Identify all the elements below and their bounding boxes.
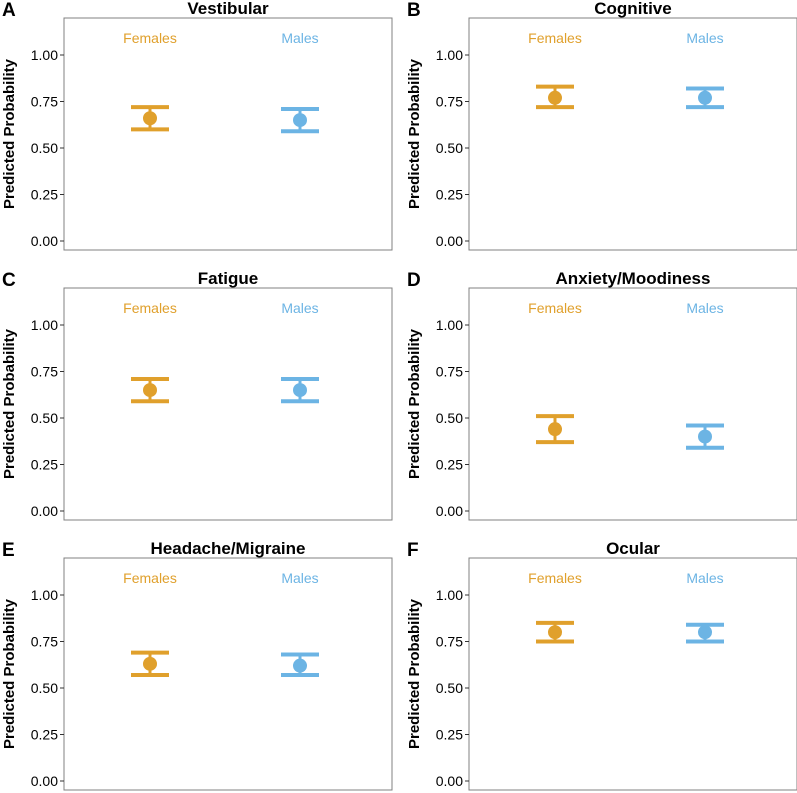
y-axis-label: Predicted Probability [1,598,18,749]
point-estimate [698,90,712,105]
panel-d: D Anxiety/Moodiness 0.00 0.25 0.50 0.75 1.00 Pr… [406,269,797,521]
panel-title: Cognitive [594,0,671,18]
plot-frame [468,17,797,251]
y-tick-label: 0.75 [436,94,463,110]
point-estimate [143,383,157,398]
point-estimate [293,658,307,673]
group-label-males: Males [281,570,318,586]
y-tick-label: 0.50 [31,140,58,156]
plot-frame [63,17,393,251]
panel-f: F Ocular 0.00 0.25 0.50 0.75 1.00 Predicted Pro… [406,539,797,791]
y-tick-label: 0.25 [436,187,463,203]
series-females [536,84,574,110]
plot-frame [468,557,797,791]
panel-title: Headache/Migraine [151,539,306,558]
series-females [131,105,169,132]
y-axis-label: Predicted Probability [406,328,423,479]
y-tick-label: 0.00 [31,503,58,519]
y-tick-label: 0.50 [436,680,463,696]
y-tick-label: 1.00 [436,47,463,63]
point-estimate [698,429,712,444]
series-males [686,423,724,450]
y-axis-label: Predicted Probability [406,58,423,209]
group-label-males: Males [686,30,723,46]
y-tick-label: 1.00 [31,47,58,63]
group-label-females: Females [123,570,177,586]
panel-title: Vestibular [187,0,269,18]
panel-c: C Fatigue 0.00 0.25 0.50 0.75 1.00 Predicted Pr… [1,269,393,521]
y-axis-label: Predicted Probability [1,328,18,479]
y-tick-label: 0.25 [436,457,463,473]
series-males [281,106,319,134]
plot-frame [468,287,797,521]
y-tick-label: 0.25 [436,727,463,743]
group-label-females: Females [528,30,582,46]
y-tick-label: 1.00 [436,587,463,603]
panel-title: Fatigue [198,269,258,288]
y-tick-label: 0.75 [436,364,463,380]
group-label-males: Males [686,300,723,316]
panel-letter: A [2,0,16,21]
point-estimate [548,422,562,437]
group-label-females: Females [528,570,582,586]
panel-letter: F [407,540,419,561]
point-estimate [293,383,307,398]
group-label-females: Females [528,300,582,316]
series-males [281,376,319,404]
group-label-males: Males [281,300,318,316]
point-estimate [143,111,157,126]
plot-frame [63,287,393,521]
point-estimate [548,625,562,640]
series-females [536,414,574,445]
y-axis-label: Predicted Probability [406,598,423,749]
panel-letter: C [2,270,16,291]
point-estimate [143,656,157,671]
y-tick-label: 0.25 [31,187,58,203]
y-tick-label: 0.75 [31,94,58,110]
series-males [281,652,319,677]
y-tick-label: 0.00 [436,503,463,519]
group-label-females: Females [123,300,177,316]
y-tick-label: 1.00 [31,317,58,333]
y-tick-label: 0.00 [31,233,58,249]
y-axis-label: Predicted Probability [1,58,18,209]
y-tick-label: 0.50 [436,140,463,156]
series-males [686,622,724,644]
y-tick-label: 0.50 [436,410,463,426]
y-tick-label: 0.50 [31,680,58,696]
panel-letter: E [2,540,15,561]
panel-b: B Cognitive 0.00 0.25 0.50 0.75 1.00 Predicted … [406,0,797,251]
group-label-females: Females [123,30,177,46]
series-females [131,376,169,404]
y-tick-label: 0.25 [31,727,58,743]
panel-letter: D [407,270,421,291]
point-estimate [698,625,712,640]
y-tick-label: 0.75 [436,634,463,650]
series-females [536,620,574,644]
y-tick-label: 0.50 [31,410,58,426]
y-tick-label: 0.25 [31,457,58,473]
panel-a: A Vestibular 0.00 0.25 0.50 0.75 1.00 Predicted… [1,0,393,251]
y-tick-label: 0.75 [31,634,58,650]
group-label-males: Males [281,30,318,46]
y-tick-label: 1.00 [31,587,58,603]
plot-frame [63,557,393,791]
series-females [131,650,169,677]
point-estimate [548,90,562,105]
panel-title: Ocular [606,539,660,558]
panel-e: E Headache/Migraine 0.00 0.25 0.50 0.75 1.00 Pr… [1,539,393,791]
point-estimate [293,113,307,128]
y-tick-label: 0.75 [31,364,58,380]
y-tick-label: 1.00 [436,317,463,333]
panel-letter: B [407,0,421,21]
series-males [686,86,724,110]
y-tick-label: 0.00 [31,773,58,789]
panel-title: Anxiety/Moodiness [556,269,711,288]
y-tick-label: 0.00 [436,233,463,249]
group-label-males: Males [686,570,723,586]
y-tick-label: 0.00 [436,773,463,789]
